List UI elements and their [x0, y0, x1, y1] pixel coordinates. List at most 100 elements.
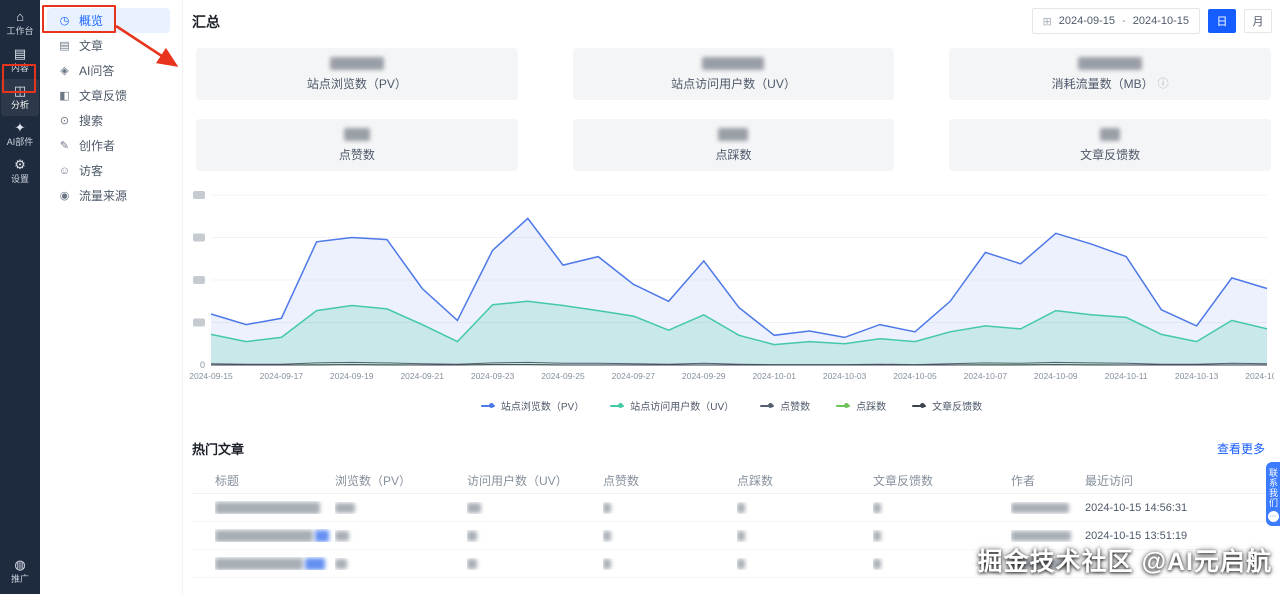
- visitor-icon: ☺: [58, 164, 71, 177]
- menu-label: 创作者: [79, 139, 116, 153]
- sidebar-item-search[interactable]: ⊙ 搜索: [47, 108, 170, 133]
- sidebar-item-creator[interactable]: ✎ 创作者: [47, 133, 170, 158]
- stat-card-label: 点赞数: [338, 147, 375, 162]
- col-pv: 浏览数（PV）: [335, 474, 412, 488]
- col-dislikes: 点踩数: [737, 474, 774, 488]
- stat-card-feedback: 文章反馈数: [949, 119, 1271, 171]
- menu-label: 流量来源: [79, 189, 128, 203]
- search-icon: ⊙: [59, 115, 70, 127]
- redacted-value: [343, 127, 370, 141]
- svg-text:2024-09-17: 2024-09-17: [260, 371, 304, 381]
- svg-text:2024-10-03: 2024-10-03: [823, 371, 867, 381]
- legend-marker-dot: [488, 403, 494, 408]
- stat-card-label: 文章反馈数: [1080, 147, 1141, 162]
- legend-label: 站点访问用户数（UV）: [630, 402, 735, 413]
- svg-text:2024-10-09: 2024-10-09: [1034, 371, 1078, 381]
- article-icon: ▤: [59, 40, 70, 52]
- feedback-icon: ◧: [59, 90, 70, 102]
- stat-card-traffic: 消耗流量数（MB） ⓘ: [949, 48, 1271, 100]
- col-last-visit: 最近访问: [1085, 474, 1134, 488]
- menu-label: 文章: [79, 39, 104, 53]
- promotion-icon: ◍: [14, 557, 26, 572]
- stat-card-likes: 点赞数: [196, 119, 518, 171]
- sidebar-item-articles[interactable]: ▤ 文章: [47, 33, 170, 58]
- sidebar-item-ai-qa[interactable]: ◈ AI问答: [47, 58, 170, 83]
- svg-text:2024-09-21: 2024-09-21: [400, 371, 444, 381]
- rail-label: AI部件: [6, 137, 34, 147]
- legend-item-2[interactable]: 点赞数: [760, 398, 810, 413]
- menu-label: 概览: [79, 14, 104, 28]
- col-author: 作者: [1011, 474, 1036, 488]
- rail-item-content[interactable]: ▤ 内容: [1, 42, 39, 79]
- legend-item-0[interactable]: 站点浏览数（PV）: [480, 398, 584, 413]
- analysis-icon: ◫: [13, 83, 27, 98]
- rail-item-settings[interactable]: ⚙ 设置: [1, 153, 39, 190]
- redacted-value: [702, 56, 765, 70]
- date-range-picker[interactable]: ⊞ 2024-09-15 - 2024-10-15: [1031, 8, 1200, 34]
- svg-text:2024-10-15: 2024-10-15: [1245, 371, 1274, 381]
- legend-label: 点踩数: [856, 402, 887, 413]
- rail-item-analysis[interactable]: ◫ 分析: [1, 79, 39, 116]
- col-uv: 访问用户数（UV）: [467, 474, 568, 488]
- left-rail: ⌂ 工作台 ▤ 内容 ◫ 分析 ✦ AI部件 ⚙ 设置 ◍ 推广: [0, 0, 40, 594]
- sidebar-item-overview[interactable]: ◷ 概览: [47, 8, 170, 33]
- stat-card-label: 点踩数: [715, 147, 752, 162]
- chart-legend: 站点浏览数（PV） 站点访问用户数（UV） 点赞数 点踩数 文章反馈数: [189, 398, 1274, 413]
- page-title: 汇总: [192, 14, 220, 30]
- creator-icon: ✎: [59, 140, 70, 152]
- legend-item-1[interactable]: 站点访问用户数（UV）: [610, 398, 734, 413]
- legend-marker-dot: [844, 403, 850, 408]
- rail-item-workbench[interactable]: ⌂ 工作台: [1, 5, 39, 42]
- stat-card-pv: 站点浏览数（PV）: [196, 48, 518, 100]
- rail-item-ai-parts[interactable]: ✦ AI部件: [1, 116, 39, 153]
- month-toggle-button[interactable]: 月: [1244, 9, 1272, 33]
- hot-articles-title: 热门文章: [192, 442, 245, 457]
- svg-text:2024-10-05: 2024-10-05: [893, 371, 937, 381]
- rail-item-promotion[interactable]: ◍ 推广: [1, 553, 39, 590]
- legend-marker: [480, 404, 495, 407]
- chat-icon: ⋯: [1267, 511, 1279, 522]
- date-separator: -: [1122, 15, 1126, 27]
- contact-tab[interactable]: 联系我们 ⋯: [1266, 462, 1280, 526]
- table-row[interactable]: [192, 550, 1271, 578]
- legend-marker-dot: [920, 403, 926, 408]
- rail-label: 设置: [10, 174, 29, 184]
- menu-label: 文章反馈: [79, 89, 128, 103]
- traffic-source-icon: ◉: [59, 190, 70, 202]
- info-icon[interactable]: ⓘ: [1157, 78, 1169, 90]
- svg-text:2024-09-15: 2024-09-15: [189, 371, 233, 381]
- redacted-value: [718, 127, 749, 141]
- hot-articles-section: 热门文章 查看更多 标题 浏览数（PV） 访问用户数（UV） 点赞数 点踩数 文…: [192, 439, 1271, 578]
- col-feedback: 文章反馈数: [873, 474, 934, 488]
- table-row[interactable]: 2024-10-15 13:51:19: [192, 522, 1271, 550]
- sidebar-item-feedback[interactable]: ◧ 文章反馈: [47, 83, 170, 108]
- workbench-icon: ⌂: [16, 9, 24, 24]
- redacted-value: [1100, 127, 1121, 141]
- redacted-value: [329, 56, 384, 70]
- svg-text:2024-10-11: 2024-10-11: [1105, 371, 1148, 381]
- main-content: 汇总 ⊞ 2024-09-15 - 2024-10-15 日 月 站点浏览数（P…: [183, 0, 1280, 594]
- menu-label: 访客: [79, 164, 104, 178]
- svg-text:2024-09-19: 2024-09-19: [330, 371, 374, 381]
- legend-label: 点赞数: [780, 402, 811, 413]
- day-toggle-button[interactable]: 日: [1208, 9, 1236, 33]
- stat-card-label: 消耗流量数（MB）: [1051, 76, 1154, 91]
- legend-item-4[interactable]: 文章反馈数: [912, 398, 982, 413]
- date-end: 2024-10-15: [1132, 15, 1189, 27]
- sidebar-item-visitor[interactable]: ☺ 访客: [47, 158, 170, 183]
- summary-chart: 0 2024-09-15 2024-09-17 2024-09-19 2024-09-2…: [189, 185, 1280, 413]
- overview-icon: ◷: [59, 15, 70, 27]
- sidebar-item-traffic-source[interactable]: ◉ 流量来源: [47, 183, 170, 208]
- rail-label: 内容: [10, 63, 29, 73]
- stat-card-uv: 站点访问用户数（UV）: [572, 48, 895, 100]
- view-more-link[interactable]: 查看更多: [1216, 442, 1265, 456]
- stat-card-label: 站点浏览数（PV）: [306, 76, 407, 91]
- legend-item-3[interactable]: 点踩数: [836, 398, 886, 413]
- svg-text:2024-10-01: 2024-10-01: [752, 371, 796, 381]
- content-icon: ▤: [13, 46, 27, 61]
- menu-label: 搜索: [79, 114, 104, 128]
- settings-icon: ⚙: [14, 157, 26, 172]
- legend-marker: [610, 404, 625, 407]
- table-row[interactable]: 2024-10-15 14:56:31: [192, 494, 1271, 522]
